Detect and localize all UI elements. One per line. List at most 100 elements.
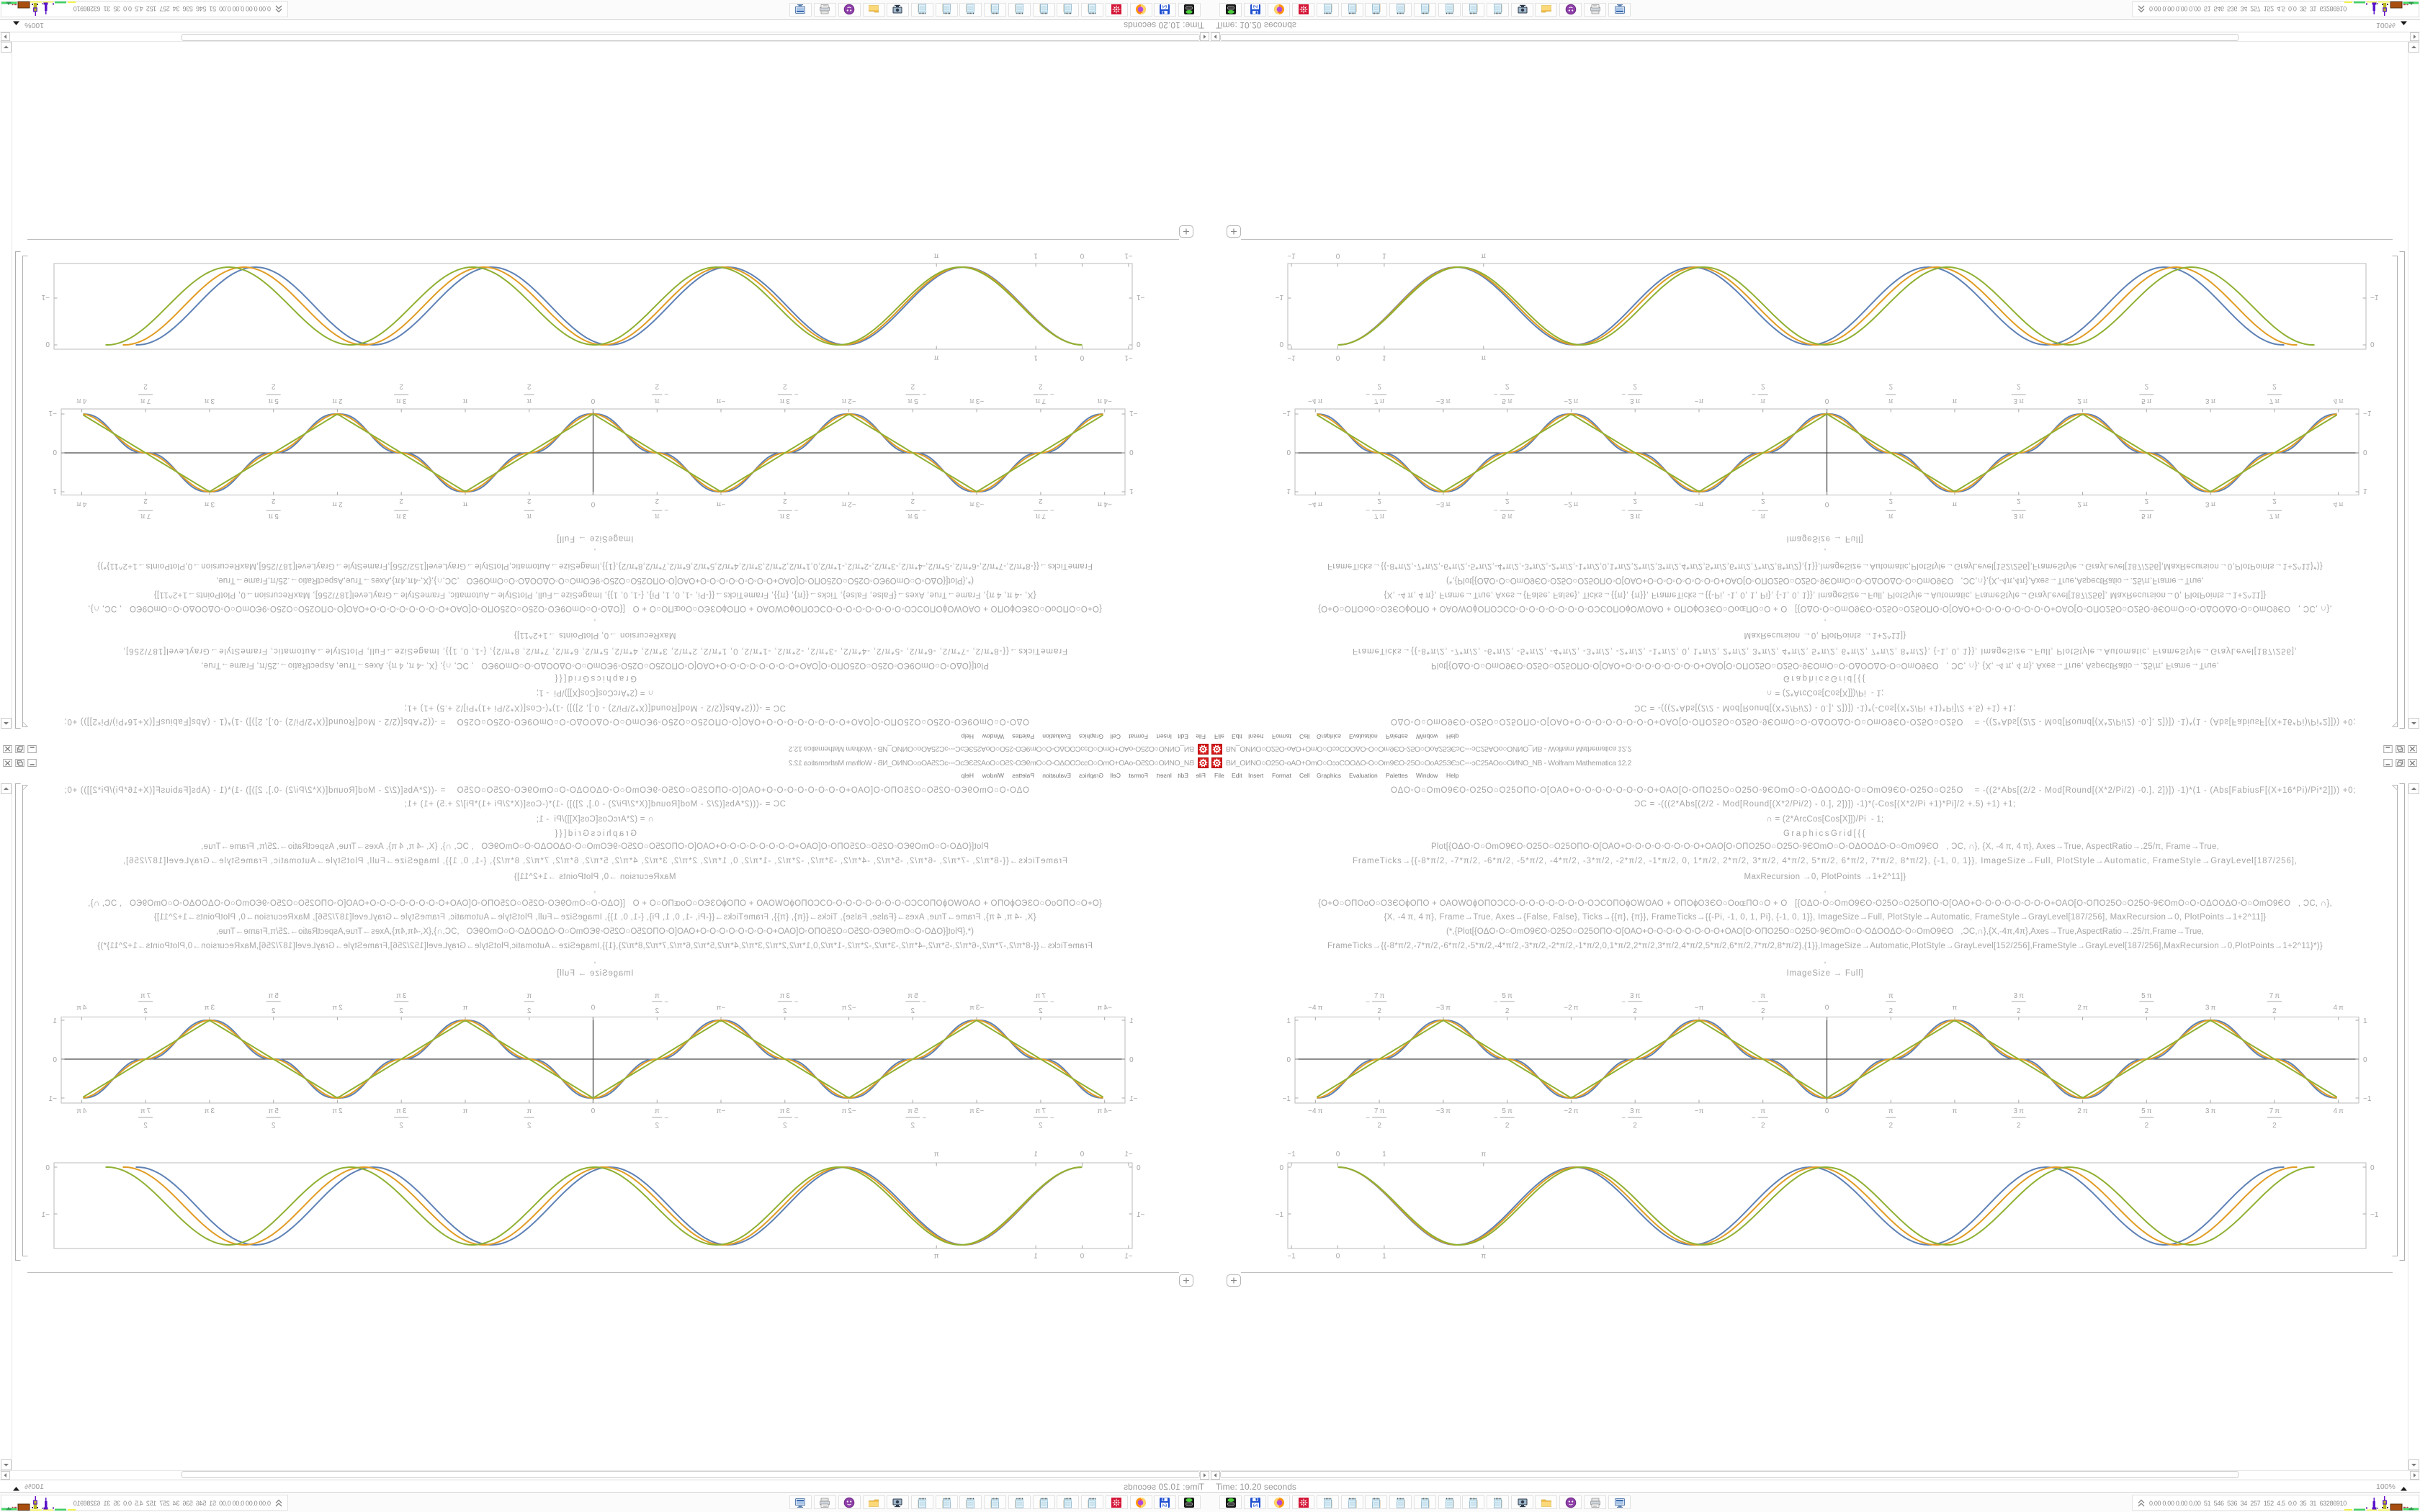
svg-text:−1: −1 xyxy=(1276,293,1284,301)
svg-text:0: 0 xyxy=(1279,1164,1283,1172)
svg-text:0: 0 xyxy=(1336,252,1340,260)
svg-text:4 π: 4 π xyxy=(2333,397,2344,405)
svg-text:7 π: 7 π xyxy=(140,992,151,1000)
svg-text:0: 0 xyxy=(1286,448,1291,456)
svg-text:−1: −1 xyxy=(2370,293,2379,301)
svg-text:1: 1 xyxy=(1382,252,1386,260)
svg-text:π: π xyxy=(1953,500,1958,508)
svg-text:−2 π: −2 π xyxy=(841,1107,856,1115)
svg-text:64: 64 xyxy=(1162,1504,1167,1508)
svg-text:2: 2 xyxy=(1505,1122,1510,1130)
svg-text:7 π: 7 π xyxy=(1374,397,1385,405)
svg-text:−π: −π xyxy=(1695,1004,1704,1012)
svg-text:0: 0 xyxy=(1825,500,1829,508)
svg-text:3 π: 3 π xyxy=(1630,512,1641,520)
svg-text:−: − xyxy=(664,390,668,397)
svg-text:3 π: 3 π xyxy=(205,500,215,508)
svg-text:2: 2 xyxy=(1377,1122,1381,1130)
svg-text:2: 2 xyxy=(1039,1007,1043,1015)
svg-text:−2 π: −2 π xyxy=(841,1004,856,1012)
svg-text:0: 0 xyxy=(53,1056,57,1064)
svg-text:1: 1 xyxy=(53,487,57,495)
svg-text:−1: −1 xyxy=(1287,1151,1296,1158)
svg-text:0: 0 xyxy=(1286,1056,1291,1064)
svg-text:−: − xyxy=(1050,505,1054,513)
svg-text:3 π: 3 π xyxy=(2014,512,2025,520)
svg-text:−1: −1 xyxy=(48,409,57,417)
svg-text:5 π: 5 π xyxy=(268,397,279,405)
svg-text:1: 1 xyxy=(1286,487,1291,495)
svg-text:π: π xyxy=(1760,397,1765,405)
svg-text:π: π xyxy=(1760,512,1765,520)
svg-text:3 π: 3 π xyxy=(779,1107,790,1115)
svg-text:2: 2 xyxy=(1039,497,1043,505)
svg-text:−3 π: −3 π xyxy=(969,1107,984,1115)
svg-text:π: π xyxy=(1481,354,1486,361)
svg-text:3 π: 3 π xyxy=(205,1004,215,1012)
svg-text:1: 1 xyxy=(1286,1017,1291,1025)
svg-text:2: 2 xyxy=(910,1007,915,1015)
svg-text:−3 π: −3 π xyxy=(969,397,984,405)
svg-text:2: 2 xyxy=(1505,382,1510,390)
svg-text:3 π: 3 π xyxy=(1630,992,1641,1000)
svg-text:7 π: 7 π xyxy=(1374,512,1385,520)
svg-text:1: 1 xyxy=(1382,1151,1386,1158)
svg-text:0: 0 xyxy=(2363,448,2367,456)
svg-text:−: − xyxy=(1752,390,1756,397)
svg-text:−π: −π xyxy=(1695,397,1704,405)
svg-text:−1: −1 xyxy=(2370,1211,2379,1219)
svg-text:2: 2 xyxy=(1377,382,1381,390)
svg-text:4 π: 4 π xyxy=(76,397,87,405)
svg-text:3 π: 3 π xyxy=(2014,992,2025,1000)
svg-text:2: 2 xyxy=(1761,1122,1765,1130)
svg-text:π: π xyxy=(655,992,660,1000)
svg-text:2: 2 xyxy=(271,1122,275,1130)
svg-text:0: 0 xyxy=(591,397,595,405)
svg-text:2: 2 xyxy=(2017,497,2021,505)
svg-text:0: 0 xyxy=(1825,397,1829,405)
svg-text:−: − xyxy=(664,999,668,1007)
svg-text:1: 1 xyxy=(2363,487,2367,495)
svg-text:−3 π: −3 π xyxy=(969,1004,984,1012)
svg-text:−: − xyxy=(1494,1115,1498,1122)
svg-text:−1: −1 xyxy=(1124,354,1133,361)
svg-text:2: 2 xyxy=(910,497,915,505)
svg-text:π: π xyxy=(1888,992,1894,1000)
svg-text:π: π xyxy=(462,397,467,405)
svg-text:1: 1 xyxy=(1382,354,1386,361)
svg-text:−2 π: −2 π xyxy=(1564,397,1578,405)
svg-text:−: − xyxy=(922,999,926,1007)
svg-text:7 π: 7 π xyxy=(2269,992,2280,1000)
svg-text:0: 0 xyxy=(1080,354,1084,361)
svg-text:2: 2 xyxy=(399,1122,403,1130)
svg-text:π: π xyxy=(934,1253,939,1261)
svg-text:3 π: 3 π xyxy=(2014,397,2025,405)
svg-text:5 π: 5 π xyxy=(2141,397,2152,405)
svg-text:π: π xyxy=(655,397,660,405)
svg-text:2: 2 xyxy=(143,382,148,390)
svg-text:−4 π: −4 π xyxy=(1097,500,1111,508)
svg-text:2: 2 xyxy=(1761,382,1765,390)
svg-text:−1: −1 xyxy=(41,1211,50,1219)
svg-text:−π: −π xyxy=(1695,500,1704,508)
svg-text:π: π xyxy=(526,1107,532,1115)
svg-text:−1: −1 xyxy=(41,293,50,301)
svg-text:5 π: 5 π xyxy=(908,512,918,520)
svg-text:π: π xyxy=(1760,992,1765,1000)
svg-text:2: 2 xyxy=(527,497,532,505)
svg-text:2: 2 xyxy=(910,1122,915,1130)
svg-text:π: π xyxy=(934,252,939,260)
svg-text:0: 0 xyxy=(591,500,595,508)
svg-text:0: 0 xyxy=(2363,1056,2367,1064)
svg-text:−1: −1 xyxy=(1276,1211,1284,1219)
svg-text:3 π: 3 π xyxy=(779,397,790,405)
svg-text:−: − xyxy=(1621,390,1626,397)
svg-text:2: 2 xyxy=(655,1007,659,1015)
svg-text:2: 2 xyxy=(2272,1122,2277,1130)
svg-text:−2 π: −2 π xyxy=(1564,1107,1578,1115)
svg-text:7 π: 7 π xyxy=(2269,397,2280,405)
svg-text:7 π: 7 π xyxy=(2269,1107,2280,1115)
svg-text:2: 2 xyxy=(655,1122,659,1130)
svg-text:−π: −π xyxy=(717,500,726,508)
svg-text:π: π xyxy=(1760,1107,1765,1115)
